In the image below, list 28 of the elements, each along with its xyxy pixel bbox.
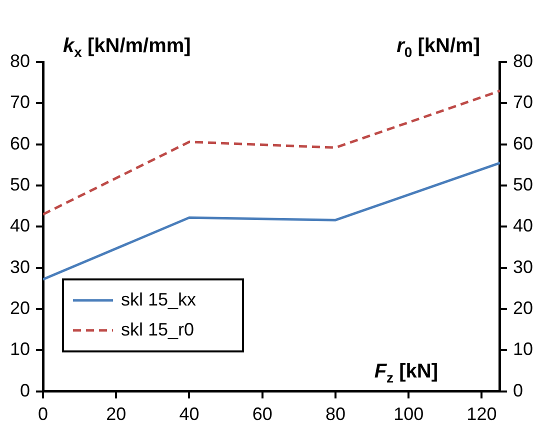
y-tick-label: 10: [10, 339, 30, 360]
y-tick-label: 20: [10, 298, 30, 318]
y2-tick-label: 20: [512, 298, 534, 318]
x-tick-label: 80: [325, 404, 346, 424]
x-tick-label: 100: [394, 404, 424, 424]
y2-tick-label: 70: [512, 92, 534, 112]
y2-tick-label: 50: [512, 174, 534, 194]
legend-label: skl 15_r0: [121, 319, 194, 340]
y2-tick-label: 10: [512, 339, 534, 360]
x-tick-label: 0: [38, 404, 48, 424]
y2-tick-label: 80: [512, 50, 534, 71]
y-tick-label: 50: [10, 174, 30, 194]
y-tick-label: 70: [10, 92, 30, 112]
x-tick-label: 20: [106, 404, 126, 424]
y2-tick-label: 60: [512, 133, 534, 154]
y-tick-label: 60: [10, 133, 30, 154]
y2-tick-label: 0: [512, 380, 523, 400]
x-tick-label: 40: [179, 404, 200, 424]
legend-label: skl 15_kx: [121, 289, 196, 310]
x-tick-label: 120: [466, 404, 497, 424]
y-tick-label: 30: [10, 256, 30, 277]
y-tick-label: 0: [20, 380, 30, 400]
y2-tick-label: 40: [512, 216, 534, 236]
y-tick-label: 80: [10, 50, 30, 71]
y2-tick-label: 30: [512, 256, 534, 277]
x-tick-label: 60: [252, 404, 272, 424]
y-tick-label: 40: [10, 216, 30, 236]
line-series: [43, 90, 500, 216]
